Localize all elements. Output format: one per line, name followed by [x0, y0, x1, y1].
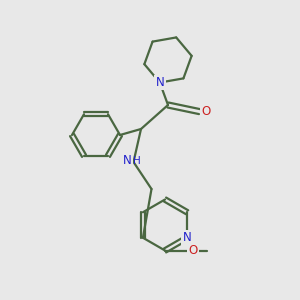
Text: H: H: [133, 155, 141, 166]
Text: O: O: [202, 105, 211, 118]
Text: N: N: [122, 154, 131, 167]
Text: N: N: [183, 231, 191, 244]
Text: O: O: [188, 244, 197, 257]
Text: N: N: [155, 76, 164, 89]
